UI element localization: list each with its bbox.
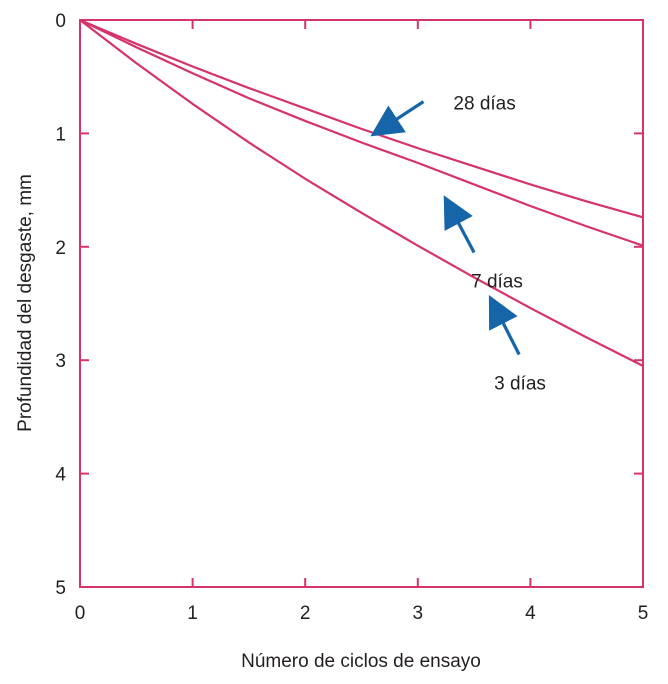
annotations: 28 días 7 días 3 días [370, 94, 546, 395]
y-tick-label: 5 [55, 578, 66, 599]
y-tick-label: 0 [55, 11, 66, 32]
annotation-label: 7 días [471, 271, 523, 292]
y-axis-ticks: 0 1 2 3 4 5 [55, 11, 643, 599]
series-lines [79, 18, 644, 367]
y-axis-title: Profundidad del desgaste, mm [15, 174, 36, 432]
annotation-label: 3 días [494, 374, 546, 395]
y-tick-label: 3 [55, 351, 66, 372]
y-tick-label: 1 [55, 124, 66, 145]
y-tick-label: 4 [55, 465, 66, 486]
plot-frame [79, 19, 644, 588]
annotation-arrow [488, 294, 521, 356]
series-line-28-dias [79, 18, 644, 219]
series-line-3-dias [79, 19, 644, 367]
x-tick-label: 5 [638, 603, 649, 624]
x-tick-label: 0 [75, 603, 86, 624]
x-tick-label: 3 [413, 603, 424, 624]
x-tick-label: 2 [300, 603, 311, 624]
plot-area [79, 19, 644, 588]
series-line-7-dias [79, 19, 644, 247]
annotation-label: 28 días [453, 94, 515, 115]
annotation-arrow [370, 100, 425, 137]
x-axis-ticks: 0 1 2 3 4 5 [75, 20, 649, 624]
x-tick-label: 1 [187, 603, 198, 624]
y-tick-label: 2 [55, 238, 66, 259]
annotation-arrow [443, 195, 476, 254]
x-axis-title: Número de ciclos de ensayo [241, 651, 481, 672]
x-tick-label: 4 [525, 603, 536, 624]
